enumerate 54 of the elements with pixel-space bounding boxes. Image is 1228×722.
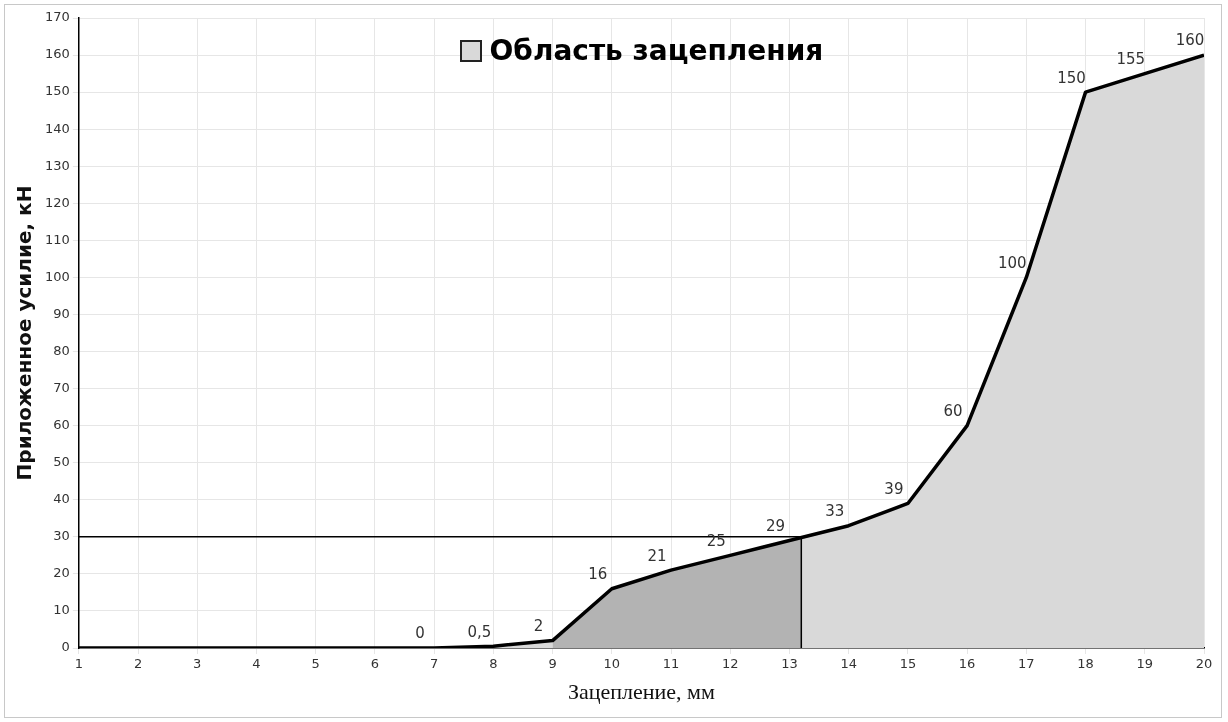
y-tick-label: 90 [53, 305, 70, 321]
y-tick-label: 20 [53, 565, 70, 581]
x-tick-label: 16 [958, 656, 976, 672]
data-label: 16 [588, 565, 608, 584]
x-tick-label: 5 [311, 656, 320, 672]
y-tick-label: 160 [44, 46, 70, 62]
x-tick-label: 10 [603, 656, 621, 672]
x-tick-label: 18 [1077, 656, 1094, 672]
x-tick-label: 19 [1136, 656, 1154, 672]
x-tick-label: 17 [1018, 656, 1035, 672]
y-tick-label: 30 [53, 528, 70, 544]
data-label: 0,5 [467, 622, 492, 641]
y-tick-label: 40 [53, 491, 70, 507]
y-tick-label: 130 [44, 157, 70, 173]
data-label: 2 [533, 616, 544, 635]
data-label: 39 [884, 479, 904, 498]
x-tick-label: 6 [370, 656, 380, 672]
data-label: 60 [943, 402, 963, 421]
data-label: 100 [998, 253, 1027, 272]
legend-label: Область зацепления [489, 34, 824, 67]
y-tick-label: 10 [53, 602, 70, 618]
data-label: 0 [415, 624, 425, 643]
x-tick-label: 15 [899, 656, 917, 672]
x-tick-label: 9 [548, 656, 557, 672]
data-label: 33 [825, 502, 845, 521]
y-axis-title: Приложенное усилие, кН [12, 185, 37, 481]
x-tick-label: 11 [662, 656, 680, 672]
y-tick-label: 100 [44, 268, 70, 284]
data-label: 150 [1057, 68, 1086, 87]
data-label: 29 [765, 516, 785, 535]
y-tick-label: 150 [44, 83, 70, 99]
x-tick-label: 13 [781, 656, 798, 672]
y-tick-label: 80 [53, 342, 70, 358]
y-tick-label: 60 [53, 417, 70, 433]
y-tick-label: 170 [44, 9, 70, 25]
y-tick-label: 70 [53, 379, 70, 395]
x-tick-label: 20 [1195, 656, 1213, 672]
y-tick-label: 110 [44, 231, 70, 247]
x-tick-label: 12 [721, 656, 739, 672]
x-tick-label: 4 [252, 656, 261, 672]
x-tick-label: 2 [133, 656, 143, 672]
y-tick-label: 0 [61, 639, 70, 655]
data-label: 21 [647, 546, 667, 565]
x-tick-label: 1 [74, 656, 83, 672]
x-tick-label: 7 [429, 656, 439, 672]
x-tick-label: 14 [840, 656, 857, 672]
y-tick-label: 120 [44, 194, 70, 210]
y-tick-label: 50 [53, 454, 70, 470]
data-label: 155 [1116, 49, 1146, 68]
x-tick-label: 3 [193, 656, 202, 672]
data-label: 160 [1175, 31, 1205, 50]
x-axis-title: Зацепление, мм [567, 678, 715, 704]
x-tick-label: 8 [489, 656, 498, 672]
y-tick-label: 140 [44, 120, 70, 136]
